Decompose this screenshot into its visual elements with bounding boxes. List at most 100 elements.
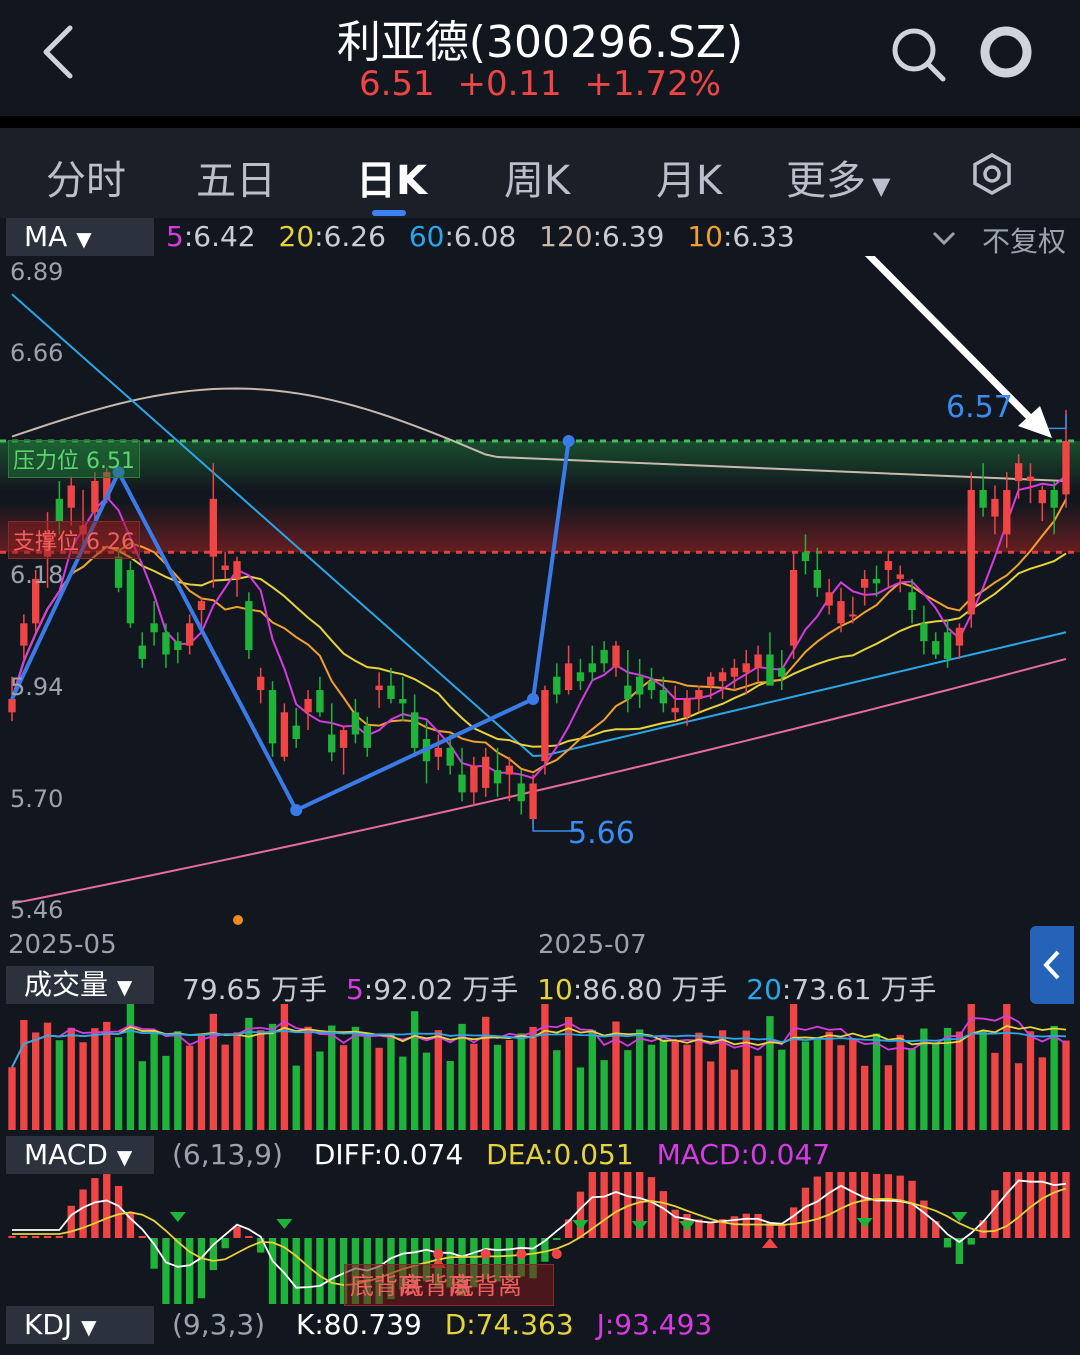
macd-bar bbox=[1003, 1172, 1011, 1238]
adjust-mode[interactable]: 不复权 bbox=[982, 225, 1067, 258]
volume-bar bbox=[1014, 1063, 1023, 1130]
ma5-key: 5 bbox=[166, 220, 184, 253]
volume-bar bbox=[789, 1004, 798, 1130]
volume-bar bbox=[446, 1061, 454, 1130]
support-band bbox=[0, 502, 1080, 553]
kline-chart[interactable] bbox=[0, 256, 1080, 926]
macd-bar bbox=[813, 1176, 821, 1238]
kdj-selector[interactable]: KDJ ▼ bbox=[6, 1306, 154, 1344]
volume-bar bbox=[67, 1027, 75, 1130]
candle-body bbox=[991, 498, 999, 517]
macd-bar bbox=[1014, 1172, 1023, 1238]
search-icon[interactable] bbox=[888, 24, 948, 84]
macd-selector[interactable]: MACD ▼ bbox=[6, 1136, 154, 1174]
volume-bar bbox=[695, 1032, 703, 1130]
ma-selector[interactable]: MA ▼ bbox=[6, 218, 154, 256]
volume-bar bbox=[257, 1030, 265, 1130]
macd-bar bbox=[209, 1238, 217, 1271]
annotation-arrow bbox=[864, 256, 1044, 432]
candle-body bbox=[730, 667, 739, 677]
volume-bar bbox=[399, 1056, 407, 1130]
chevron-left-icon bbox=[1043, 950, 1060, 980]
candle-body bbox=[126, 569, 135, 624]
divergence-box bbox=[344, 1264, 554, 1306]
volume-bar bbox=[197, 1034, 206, 1130]
vol5-key: 5 bbox=[345, 973, 364, 1006]
macd-bar bbox=[422, 1238, 431, 1281]
divergence-dot bbox=[551, 1249, 562, 1259]
tab-wuri[interactable]: 五日 bbox=[196, 158, 276, 204]
x-tick: 2025-07 bbox=[538, 930, 647, 960]
candle-body bbox=[55, 498, 64, 522]
candle-body bbox=[671, 707, 679, 713]
ring-icon[interactable] bbox=[976, 22, 1036, 82]
tab-more[interactable]: 更多 ▼ bbox=[786, 148, 890, 206]
macd-bar bbox=[1026, 1172, 1035, 1238]
top-bar: 利亚德(300296.SZ) 6.51 +0.11 +1.72% bbox=[0, 0, 1080, 116]
volume-bar bbox=[861, 1065, 869, 1130]
macd-bar bbox=[185, 1238, 194, 1304]
volume-bar bbox=[470, 1043, 478, 1130]
volume-bar bbox=[991, 1052, 999, 1130]
settings-icon[interactable] bbox=[970, 152, 1014, 196]
candle-body bbox=[979, 489, 987, 508]
candle-body bbox=[624, 685, 632, 699]
diff-line bbox=[12, 1179, 1067, 1289]
macd-bar bbox=[1062, 1172, 1070, 1238]
tab-fenshi[interactable]: 分时 bbox=[46, 158, 126, 204]
ma120-key: 120 bbox=[539, 220, 593, 253]
candle-body bbox=[778, 667, 786, 677]
candle-body bbox=[849, 614, 857, 617]
chevron-left-icon[interactable] bbox=[36, 24, 80, 80]
tab-week-k[interactable]: 周K bbox=[504, 158, 571, 204]
divergence-label: 底背离 bbox=[350, 1272, 422, 1300]
macd-bar bbox=[280, 1238, 289, 1304]
macd-bar bbox=[659, 1191, 668, 1238]
price-change: +0.11 bbox=[457, 64, 562, 104]
volume-bar bbox=[943, 1027, 952, 1130]
macd-bar bbox=[624, 1172, 632, 1238]
candle-body bbox=[292, 725, 300, 739]
volume-bar bbox=[920, 1028, 928, 1130]
ma10-key: 10 bbox=[687, 220, 723, 253]
side-panel-toggle[interactable] bbox=[1030, 926, 1074, 1004]
volume-bar bbox=[576, 1067, 585, 1130]
volume-bar bbox=[766, 1016, 774, 1130]
volume-bar bbox=[1038, 1057, 1046, 1130]
kdj-legend: (9,3,3) K:80.739 D:74.363 J:93.493 bbox=[172, 1308, 712, 1341]
y-tick: 5.94 bbox=[10, 673, 64, 701]
candle-body bbox=[162, 632, 170, 655]
volume-bar bbox=[387, 1033, 395, 1130]
macd-selector-label: MACD bbox=[24, 1138, 108, 1171]
annotation-arrowhead bbox=[1018, 406, 1052, 438]
ma250-line bbox=[11, 657, 1067, 905]
macd-bar bbox=[493, 1238, 502, 1282]
header-divider bbox=[0, 116, 1080, 128]
volume-selector[interactable]: 成交量 ▼ bbox=[6, 966, 154, 1004]
tab-day-k[interactable]: 日K bbox=[356, 158, 427, 204]
volume-bar bbox=[825, 1031, 833, 1130]
vol20-key: 20 bbox=[746, 973, 782, 1006]
vol10-value: :86.80 万手 bbox=[572, 973, 728, 1006]
macd-bar bbox=[1038, 1172, 1046, 1238]
volume-bar bbox=[612, 1021, 620, 1130]
candle-body bbox=[446, 747, 454, 766]
candle-body bbox=[1050, 489, 1058, 508]
x-tick: 2025-05 bbox=[8, 930, 117, 960]
volume-bar bbox=[363, 1033, 371, 1130]
divergence-labels: 底背离底背离底背离 bbox=[350, 1266, 522, 1301]
ma5-value: :6.42 bbox=[183, 220, 256, 253]
macd-bar bbox=[861, 1172, 869, 1238]
candle-body bbox=[789, 569, 798, 646]
candle-body bbox=[801, 552, 810, 562]
chevron-down-icon[interactable] bbox=[930, 228, 958, 248]
tab-month-k[interactable]: 月K bbox=[656, 158, 723, 204]
volume-bar bbox=[8, 1067, 16, 1130]
volume-bar bbox=[730, 1069, 739, 1130]
volume-bar bbox=[185, 1045, 194, 1130]
candle-body bbox=[233, 561, 241, 579]
candle-body bbox=[470, 765, 478, 793]
candle-body bbox=[150, 623, 158, 633]
volume-bar bbox=[375, 1047, 383, 1130]
low-label: 5.66 bbox=[568, 816, 635, 851]
